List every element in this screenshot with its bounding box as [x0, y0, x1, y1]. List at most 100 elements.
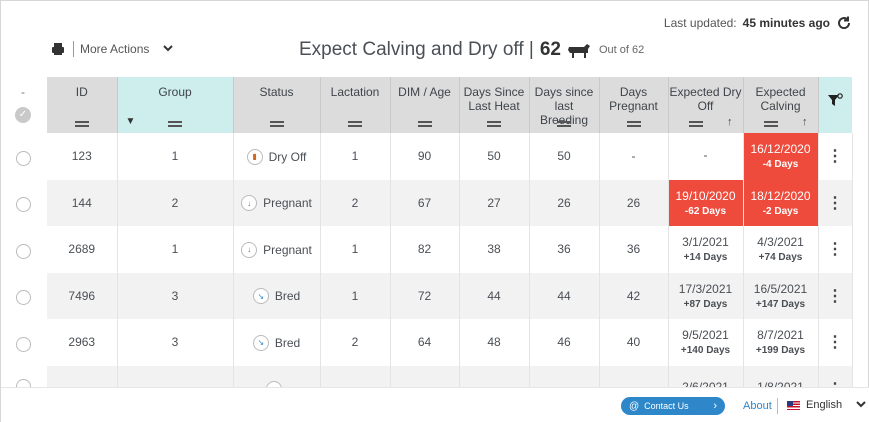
row-menu-kebab-icon[interactable]: ⋮ — [818, 365, 853, 387]
col-header-days-since-heat[interactable]: Days Since Last Heat — [459, 77, 530, 133]
cell-dim-age: 72 — [390, 272, 460, 319]
sort-handle-icon[interactable] — [74, 121, 89, 127]
cell-id: 123 — [47, 133, 118, 180]
status-label: Pregnant — [263, 242, 312, 257]
sort-handle-icon[interactable] — [487, 121, 501, 127]
about-link[interactable]: About — [743, 400, 772, 412]
sort-handle-icon[interactable] — [688, 121, 703, 127]
chevron-down-icon[interactable] — [856, 401, 866, 409]
table-row[interactable]: 2689 1 ↓ Pregnant 1 82 38 36 36 3/1/2021 +14 Days 4… — [47, 226, 853, 273]
row-radio[interactable] — [16, 197, 31, 212]
select-dash: - — [21, 85, 25, 99]
column-filter-button[interactable] — [818, 77, 852, 133]
refresh-icon[interactable] — [836, 15, 852, 31]
sort-arrow-up-icon[interactable]: ↑ — [802, 116, 808, 128]
table-row[interactable]: 7496 3 ↘ Bred 1 72 44 44 42 17/3/2021 +87 Days 16/5… — [47, 272, 853, 319]
date-value: 19/10/2020 — [675, 188, 736, 203]
cell-expected-dry-off: 17/3/2021 +87 Days — [668, 272, 744, 319]
row-menu-kebab-icon[interactable]: ⋮ — [818, 226, 853, 273]
days-offset: +140 Days — [680, 345, 731, 357]
row-menu-kebab-icon[interactable]: ⋮ — [818, 319, 853, 366]
date-value: - — [703, 147, 708, 162]
cell-days-pregnant: 40 — [599, 319, 669, 366]
cell-dim-age: 82 — [390, 226, 460, 273]
print-icon[interactable] — [51, 42, 65, 56]
filter-icon[interactable]: ▼ — [125, 116, 136, 127]
date-value: 18/12/2020 — [750, 188, 811, 203]
sort-arrow-up-icon[interactable]: ↑ — [727, 116, 733, 128]
cell-days-pregnant: 36 — [599, 226, 669, 273]
col-header-group[interactable]: Group ▼ — [117, 77, 234, 133]
col-header-status[interactable]: Status — [233, 77, 321, 133]
row-radio[interactable] — [16, 290, 31, 305]
table-row[interactable]: 123 1 ▮ Dry Off 1 90 50 50- -16/12/2020 -4 Days ⋮ — [47, 133, 853, 180]
sort-handle-icon[interactable] — [557, 121, 571, 127]
sort-handle-icon[interactable] — [348, 121, 362, 127]
days-offset: +74 Days — [758, 252, 803, 264]
cell-id: 2689 — [47, 226, 118, 273]
row-radio[interactable] — [16, 151, 31, 166]
cell-status: ↘ Bred — [233, 319, 321, 366]
table-row[interactable]: ↘ 2/6/20211/8/2021⋮ — [47, 365, 853, 387]
last-updated-value: 45 minutes ago — [742, 16, 830, 30]
col-header-days-since-breeding[interactable]: Days since last Breeding — [529, 77, 600, 133]
chevron-down-icon[interactable] — [163, 45, 174, 53]
date-value: 1/8/2021 — [744, 380, 818, 387]
cell-lactation: 1 — [320, 133, 391, 180]
days-offset: +147 Days — [755, 298, 806, 310]
days-offset: -2 Days — [762, 205, 799, 217]
row-radio[interactable] — [16, 337, 31, 352]
footer-divider — [777, 398, 778, 414]
sort-handle-icon[interactable] — [269, 121, 284, 127]
cell-status: ▮ Dry Off — [233, 133, 321, 180]
cell-status: ↓ Pregnant — [233, 179, 321, 226]
col-header-dim-age[interactable]: DIM / Age — [390, 77, 460, 133]
sort-handle-icon[interactable] — [626, 121, 641, 127]
cell-group — [117, 365, 234, 387]
row-radio[interactable] — [16, 244, 31, 259]
date-value: 9/5/2021 — [682, 328, 729, 343]
cell-group: 1 — [117, 226, 234, 273]
col-header-expected-dry-off[interactable]: Expected Dry Off ↑ — [668, 77, 744, 133]
title-count: 62 — [539, 39, 561, 60]
contact-us-button[interactable]: @ Contact Us › — [621, 397, 725, 415]
days-offset: +14 Days — [683, 252, 728, 264]
cell-expected-dry-off: - — [668, 133, 744, 180]
cell-lactation: 2 — [320, 179, 391, 226]
days-offset: -4 Days — [762, 159, 799, 171]
contact-label: Contact Us — [644, 401, 689, 411]
cattle-table: ID Group ▼ Status Lactation DIM / Age Day… — [47, 77, 853, 387]
cell-status: ↘ — [233, 365, 321, 387]
row-menu-kebab-icon[interactable]: ⋮ — [818, 179, 853, 226]
sort-handle-icon[interactable] — [417, 121, 432, 127]
table-row[interactable]: 2963 3 ↘ Bred 2 64 48 46 40 9/5/2021 +140 Days 8/7/… — [47, 319, 853, 366]
select-all-check-icon[interactable]: ✓ — [15, 107, 31, 123]
footer: @ Contact Us › About English — [1, 387, 869, 422]
cell-days-since-heat: 48 — [459, 319, 530, 366]
table-row[interactable]: 144 2 ↓ Pregnant 2 67 27 26 26 19/10/2020 -62 Days… — [47, 179, 853, 226]
date-value: 16/5/2021 — [753, 281, 808, 296]
date-value: 4/3/2021 — [757, 235, 804, 250]
col-header-days-pregnant[interactable]: Days Pregnant — [599, 77, 669, 133]
col-header-id[interactable]: ID — [47, 77, 118, 133]
cell-days-since-breeding: 36 — [529, 226, 600, 273]
language-selector[interactable]: English — [787, 399, 866, 411]
cell-dim-age — [390, 365, 460, 387]
filter-settings-icon[interactable] — [827, 93, 844, 109]
sort-handle-icon[interactable] — [763, 121, 778, 127]
more-actions-button[interactable]: More Actions — [80, 42, 150, 56]
sort-handle-icon[interactable] — [168, 121, 182, 127]
col-header-expected-calving[interactable]: Expected Calving ↑ — [743, 77, 819, 133]
dry-off-icon: ▮ — [246, 148, 263, 165]
bred-icon: ↘ — [252, 288, 269, 304]
cell-days-pregnant: - — [599, 133, 669, 180]
cell-days-since-heat: 27 — [459, 179, 530, 226]
col-header-lactation[interactable]: Lactation — [320, 77, 391, 133]
cell-days-since-breeding: 26 — [529, 179, 600, 226]
row-menu-kebab-icon[interactable]: ⋮ — [818, 133, 853, 180]
row-menu-kebab-icon[interactable]: ⋮ — [818, 272, 853, 319]
language-label: English — [806, 399, 843, 411]
toolbar: More Actions — [51, 41, 174, 57]
cell-days-since-heat: 50 — [459, 133, 530, 180]
cell-lactation: 2 — [320, 319, 391, 366]
